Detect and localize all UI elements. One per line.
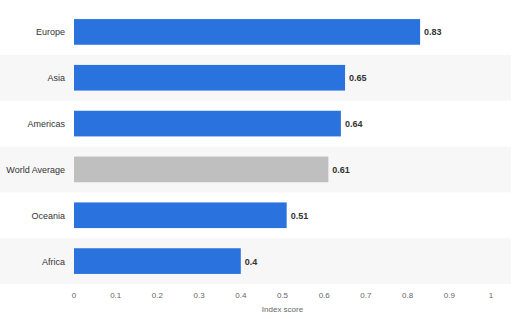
- tick-label: 1: [489, 291, 494, 300]
- bar: [74, 111, 341, 137]
- bars: [74, 19, 420, 274]
- bar: [74, 202, 287, 228]
- row-band: [0, 147, 511, 193]
- tick-label: 0.7: [360, 291, 372, 300]
- tick-label: 0.8: [402, 291, 414, 300]
- data-label: 0.51: [291, 211, 309, 221]
- data-label: 0.64: [345, 119, 363, 129]
- tick-label: 0.1: [110, 291, 122, 300]
- bar: [74, 19, 420, 45]
- category-label: World Average: [6, 165, 65, 175]
- tick-label: 0: [72, 291, 77, 300]
- data-label: 0.4: [245, 257, 258, 267]
- tick-label: 0.6: [319, 291, 331, 300]
- data-label: 0.65: [349, 73, 367, 83]
- tick-label: 0.3: [194, 291, 206, 300]
- tick-label: 0.9: [444, 291, 456, 300]
- bar: [74, 65, 345, 91]
- row-band: [0, 55, 511, 101]
- tick-label: 0.4: [235, 291, 247, 300]
- data-label: 0.83: [424, 27, 442, 37]
- bar: [74, 248, 241, 274]
- category-label: Asia: [47, 73, 65, 83]
- category-label: Oceania: [31, 211, 65, 221]
- chart: Europe Asia Americas World Average Oceania Af…: [0, 0, 512, 319]
- category-label: Europe: [36, 27, 65, 37]
- tick-label: 0.2: [152, 291, 164, 300]
- category-label: Americas: [27, 119, 65, 129]
- axis-title: Index score: [262, 305, 304, 314]
- tick-label: 0.5: [277, 291, 289, 300]
- chart-container: Europe Asia Americas World Average Oceania Af…: [0, 0, 512, 319]
- category-label: Africa: [42, 257, 65, 267]
- data-label: 0.61: [332, 165, 350, 175]
- bar: [74, 157, 328, 183]
- row-band: [0, 238, 511, 284]
